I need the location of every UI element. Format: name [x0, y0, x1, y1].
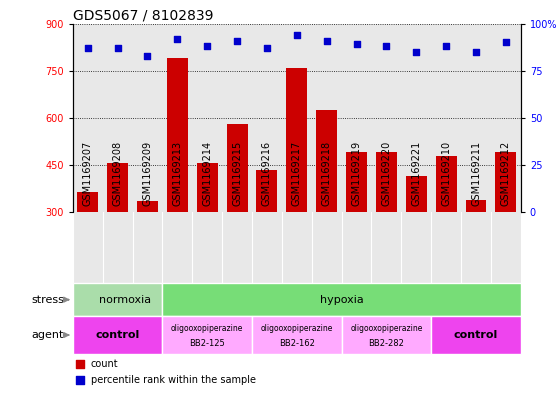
Point — [143, 53, 152, 59]
Text: GDS5067 / 8102839: GDS5067 / 8102839 — [73, 8, 213, 22]
Point — [472, 49, 480, 55]
Point — [263, 45, 272, 51]
Bar — [73, 283, 162, 316]
Bar — [431, 316, 521, 354]
Point — [232, 37, 241, 44]
Bar — [465, 200, 487, 307]
Bar — [406, 176, 427, 307]
Bar — [73, 316, 162, 354]
Bar — [252, 316, 342, 354]
Point — [501, 39, 510, 46]
Bar — [436, 156, 456, 307]
Bar — [256, 170, 277, 307]
Text: hypoxia: hypoxia — [320, 295, 363, 305]
Text: BB2-125: BB2-125 — [189, 339, 225, 348]
Point — [75, 377, 84, 384]
Bar — [346, 152, 367, 307]
Text: percentile rank within the sample: percentile rank within the sample — [91, 375, 256, 385]
Text: control: control — [454, 330, 498, 340]
Text: oligooxopiperazine: oligooxopiperazine — [350, 324, 423, 333]
Bar — [496, 152, 516, 307]
Text: oligooxopiperazine: oligooxopiperazine — [171, 324, 244, 333]
Point — [75, 360, 84, 367]
Text: BB2-282: BB2-282 — [368, 339, 404, 348]
Text: BB2-162: BB2-162 — [279, 339, 315, 348]
Text: oligooxopiperazine: oligooxopiperazine — [260, 324, 333, 333]
Bar — [167, 58, 188, 307]
Bar — [107, 163, 128, 307]
Text: agent: agent — [31, 330, 64, 340]
Point — [412, 49, 421, 55]
Text: count: count — [91, 358, 118, 369]
Bar — [77, 192, 98, 307]
Point — [83, 45, 92, 51]
Bar — [376, 152, 397, 307]
Point — [113, 45, 122, 51]
Bar — [162, 283, 521, 316]
Bar — [316, 110, 337, 307]
Text: control: control — [95, 330, 140, 340]
Point — [382, 43, 391, 50]
Bar — [342, 316, 431, 354]
Text: stress: stress — [31, 295, 64, 305]
Bar — [197, 163, 218, 307]
Point — [352, 41, 361, 48]
Point — [173, 35, 182, 42]
Bar — [137, 201, 158, 307]
Bar — [227, 124, 248, 307]
Point — [203, 43, 212, 50]
Bar — [162, 316, 252, 354]
Point — [442, 43, 451, 50]
Text: normoxia: normoxia — [99, 295, 151, 305]
Point — [292, 32, 301, 38]
Bar — [286, 68, 307, 307]
Point — [322, 37, 331, 44]
